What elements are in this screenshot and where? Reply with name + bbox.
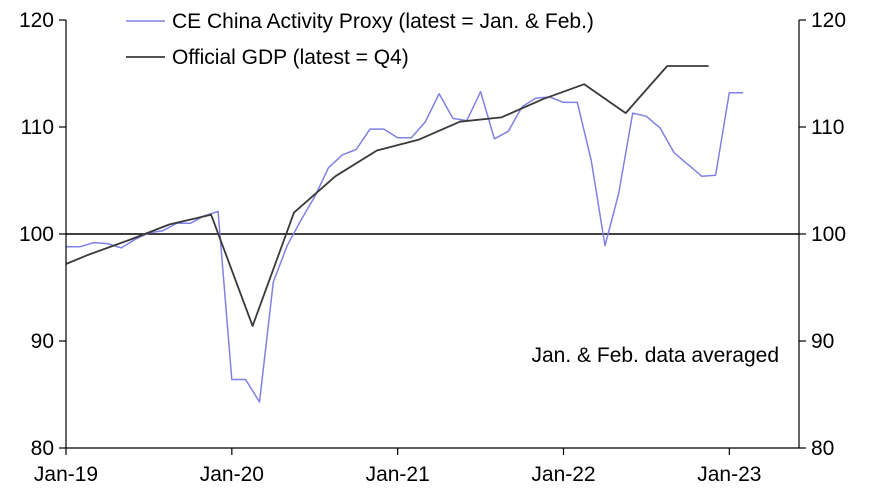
y-tick-label-right-110: 110	[811, 116, 844, 139]
series-line-gdp	[65, 65, 709, 327]
y-tick-label-left-120: 120	[19, 9, 54, 32]
x-tick-label-Jan-19: Jan-19	[34, 463, 98, 486]
y-tick-label-right-120: 120	[811, 9, 846, 32]
legend: CE China Activity Proxy (latest = Jan. &…	[126, 10, 594, 69]
x-tick-label-Jan-23: Jan-23	[697, 463, 761, 486]
y-tick-label-right-100: 100	[811, 223, 846, 246]
x-tick-label-Jan-21: Jan-21	[366, 463, 430, 486]
x-tick-label-Jan-22: Jan-22	[531, 463, 595, 486]
axis-layer: 80 80 90 90 100 100 110 110 120 120 Jan-19 Jan-20 Ja…	[19, 9, 846, 486]
x-tick-label-Jan-20: Jan-20	[200, 463, 264, 486]
y-tick-label-right-90: 90	[811, 330, 834, 353]
legend-label-gdp: Official GDP (latest = Q4)	[172, 46, 409, 69]
y-tick-label-right-80: 80	[811, 437, 834, 460]
y-tick-label-left-100: 100	[19, 223, 54, 246]
legend-label-activity: CE China Activity Proxy (latest = Jan. &…	[172, 10, 594, 33]
series-layer	[65, 65, 744, 403]
y-tick-label-left-110: 110	[21, 116, 54, 139]
y-tick-label-left-80: 80	[31, 437, 54, 460]
series-line-activity	[66, 90, 744, 403]
annotation-text: Jan. & Feb. data averaged	[532, 344, 780, 367]
y-tick-label-left-90: 90	[31, 330, 54, 353]
